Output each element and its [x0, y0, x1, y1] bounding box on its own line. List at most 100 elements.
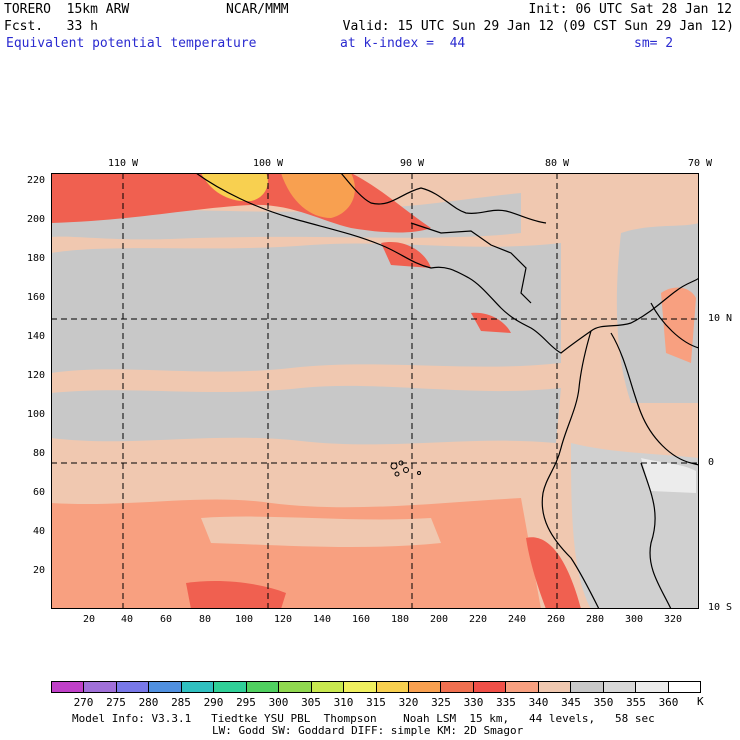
- colorbar-swatch: [603, 682, 637, 692]
- field-band-orange: [281, 173, 355, 218]
- galapagos-islands: [390, 460, 421, 477]
- x-tick-label: 240: [507, 614, 527, 625]
- colorbar-label: 280: [138, 696, 159, 709]
- theta-e-map: [51, 173, 699, 609]
- colorbar-label: 350: [593, 696, 614, 709]
- colorbar-swatch: [311, 682, 345, 692]
- colorbar-swatch: [344, 682, 377, 692]
- init-time: Init: 06 UTC Sat 28 Jan 12: [528, 2, 733, 17]
- field-band-red: [526, 537, 581, 609]
- colorbar-label: 270: [73, 696, 94, 709]
- colorbar-unit: K: [697, 695, 704, 708]
- field-band-red: [471, 312, 511, 333]
- field-band-gray: [616, 223, 699, 403]
- model-title: TORERO 15km ARW: [4, 2, 130, 17]
- colorbar-label: 315: [366, 696, 386, 709]
- lat-label: 10 S: [708, 602, 733, 613]
- colorbar-label: 340: [528, 696, 549, 709]
- colorbar-swatch: [441, 682, 474, 692]
- colorbar-label: 290: [203, 696, 224, 709]
- colorbar-swatch: [668, 682, 701, 692]
- field-band-red: [186, 581, 286, 609]
- smoothing-label: sm= 2: [634, 36, 674, 51]
- colorbar: [51, 681, 701, 693]
- colorbar-swatch: [214, 682, 247, 692]
- colorbar-swatch: [116, 682, 150, 692]
- y-tick-label: 80: [32, 448, 45, 459]
- x-tick-label: 80: [198, 614, 212, 625]
- colorbar-label: 330: [463, 696, 484, 709]
- colorbar-swatch: [181, 682, 215, 692]
- organization-label: NCAR/MMM: [226, 2, 289, 17]
- field-band-salmon: [51, 498, 541, 609]
- field-band-gray: [51, 243, 561, 373]
- x-tick-label: 20: [82, 614, 96, 625]
- model-info: Model Info: V3.3.1 Tiedtke YSU PBL Thomp…: [72, 712, 655, 725]
- lon-label: 80 W: [544, 158, 570, 169]
- colorbar-swatch: [149, 682, 182, 692]
- coastlines: [195, 173, 699, 609]
- y-tick-label: 40: [32, 526, 45, 537]
- lon-label: 90 W: [399, 158, 425, 169]
- field-name: Equivalent potential temperature: [6, 36, 257, 51]
- field-band-salmon: [661, 287, 696, 363]
- level-label: at k-index = 44: [340, 36, 466, 51]
- colorbar-label: 295: [236, 696, 256, 709]
- colorbar-swatch: [408, 682, 442, 692]
- field-band-gray: [51, 385, 561, 445]
- colorbar-swatch: [473, 682, 507, 692]
- colorbar-label: 285: [171, 696, 191, 709]
- colorbar-label: 345: [561, 696, 581, 709]
- y-tick-label: 20: [32, 565, 45, 576]
- graticule: [51, 173, 699, 609]
- colorbar-swatch: [246, 682, 280, 692]
- colorbar-label: 275: [106, 696, 126, 709]
- x-tick-label: 180: [390, 614, 410, 625]
- x-tick-label: 140: [312, 614, 332, 625]
- lon-label: 100 W: [252, 158, 284, 169]
- colorbar-label: 305: [301, 696, 321, 709]
- y-tick-label: 100: [26, 409, 45, 420]
- y-tick-label: 180: [26, 253, 45, 264]
- forecast-hour: Fcst. 33 h: [4, 19, 98, 34]
- colorbar-label: 300: [268, 696, 289, 709]
- x-tick-label: 220: [468, 614, 488, 625]
- colorbar-swatch: [84, 682, 117, 692]
- colorbar-swatch: [376, 682, 409, 692]
- colorbar-label: 360: [658, 696, 679, 709]
- field-band-white: [641, 458, 696, 493]
- map-frame: [51, 173, 699, 609]
- colorbar-swatch: [52, 682, 85, 692]
- lon-label: 70 W: [687, 158, 713, 169]
- colorbar-swatch: [636, 682, 669, 692]
- colorbar-label: 335: [496, 696, 516, 709]
- colorbar-label: 325: [431, 696, 451, 709]
- y-tick-label: 160: [26, 292, 45, 303]
- colorbar-swatch: [279, 682, 312, 692]
- y-tick-label: 140: [26, 331, 45, 342]
- field-band-red: [381, 242, 431, 268]
- y-tick-label: 120: [26, 370, 45, 381]
- lon-label: 110 W: [107, 158, 139, 169]
- x-tick-label: 120: [273, 614, 293, 625]
- valid-time: Valid: 15 UTC Sun 29 Jan 12 (09 CST Sun …: [342, 19, 734, 34]
- x-tick-label: 40: [120, 614, 134, 625]
- y-tick-label: 220: [26, 175, 45, 186]
- y-tick-label: 200: [26, 214, 45, 225]
- colorbar-label: 355: [626, 696, 646, 709]
- x-tick-label: 60: [159, 614, 173, 625]
- colorbar-label: 310: [333, 696, 354, 709]
- x-tick-label: 320: [663, 614, 683, 625]
- x-tick-label: 100: [234, 614, 254, 625]
- x-tick-label: 160: [351, 614, 371, 625]
- colorbar-swatch: [571, 682, 604, 692]
- y-tick-label: 60: [32, 487, 45, 498]
- field-band-yellow: [201, 173, 268, 202]
- x-tick-label: 300: [624, 614, 644, 625]
- x-tick-label: 200: [429, 614, 449, 625]
- field-band-peach: [201, 516, 441, 548]
- physics-info: LW: Godd SW: Goddard DIFF: simple KM: 2D…: [212, 724, 524, 737]
- colorbar-label: 320: [398, 696, 419, 709]
- lat-label: 0: [708, 457, 715, 468]
- x-tick-label: 280: [585, 614, 605, 625]
